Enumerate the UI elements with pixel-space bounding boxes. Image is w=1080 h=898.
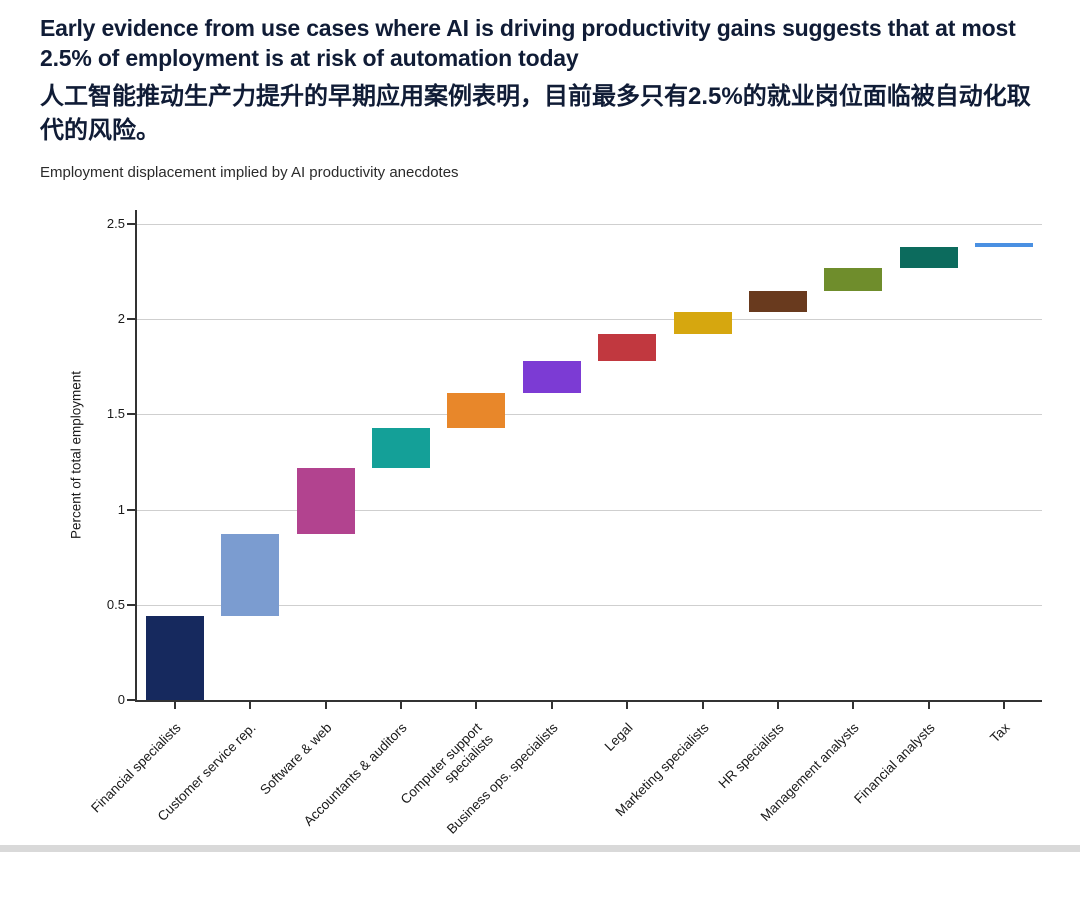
x-axis-labels: Financial specialists Customer service re… [88,708,1040,845]
bar-management-analysts [824,267,883,291]
y-axis-tick-label: 0.5 [106,596,125,612]
x-axis-tick [701,702,704,709]
x-axis-label: Accountants & auditors [300,720,410,829]
x-axis-tick [550,702,553,709]
y-axis-tick [127,699,135,701]
x-axis-tick [777,702,780,709]
bar-financial-specialists [145,616,204,700]
y-axis-tick [127,318,135,321]
x-axis-label: Management analysts [758,720,863,824]
plot-area: 0 0.5 1 1.5 2 2.5 [107,210,1042,709]
bar-legal [598,334,657,362]
gridline [137,509,1042,511]
x-axis-tick [626,702,629,709]
y-axis-tick-label: 2 [117,311,125,327]
gridline [137,604,1042,606]
x-axis-label: Software & web [256,720,335,798]
gridline [137,319,1042,321]
x-axis-label: HR specialists [715,720,787,792]
page: Early evidence from use cases where AI i… [0,14,1080,852]
x-axis-tick [1003,702,1006,709]
x-axis-tick [475,702,478,709]
y-axis-tick [127,223,135,225]
x-axis-label: Financial specialists [87,720,184,816]
x-axis-label: Financial analysts [850,720,938,807]
bottom-edge-strip [0,845,1080,852]
x-axis-label: Marketing specialists [612,720,712,820]
x-axis-tick [852,702,855,709]
title-chinese: 人工智能推动生产力提升的早期应用案例表明，目前最多只有2.5%的就业岗位面临被自… [40,82,1031,144]
bar-marketing-specialists [673,311,732,335]
x-axis-label: Tax [987,720,1013,746]
bar-tax [975,243,1034,248]
y-axis-tick-label: 0 [117,692,125,707]
bar-financial-analysts [899,246,958,268]
x-axis-tick [249,702,252,709]
bar-customer-service-rep [221,534,280,617]
x-axis-label: Customer service rep. [154,720,259,824]
waterfall-chart: Percent of total employment 0 0.5 1 1.5 2 2.5… [40,200,1045,845]
bar-accountants-auditors [371,427,430,468]
bar-business-ops-specialists [522,361,581,394]
y-axis-tick-label: 2.5 [106,216,125,231]
x-axis-tick [927,702,930,709]
y-axis-tick [127,508,135,511]
chart-subtitle: Employment displacement implied by AI pr… [40,163,459,181]
bar-hr-specialists [749,290,808,312]
bar-computer-support-specialists [447,393,506,428]
title-english: Early evidence from use cases where AI i… [40,15,1016,71]
x-axis-tick [324,702,327,709]
y-axis-tick [127,603,135,606]
gridline [137,414,1042,416]
gridline [137,224,1042,225]
y-axis-tick-label: 1.5 [106,406,125,422]
x-axis-tick [173,702,176,709]
y-axis-title: Percent of total employment [68,370,84,540]
y-axis-tick [127,413,135,416]
y-axis-tick-label: 1 [117,501,125,517]
chart-header: Early evidence from use cases where AI i… [40,14,1045,181]
x-axis-tick [399,702,402,709]
bar-software-web [296,467,355,535]
